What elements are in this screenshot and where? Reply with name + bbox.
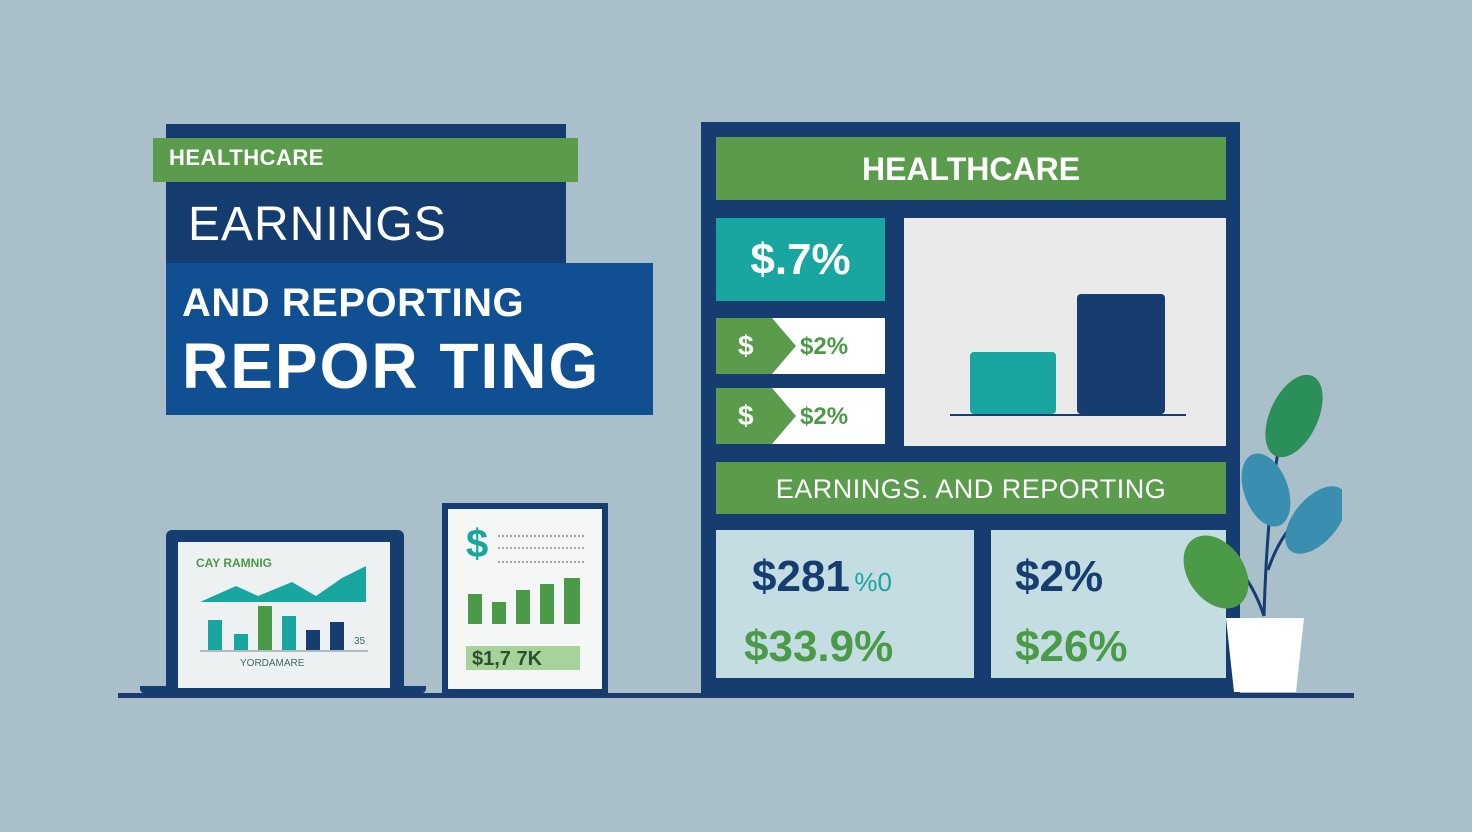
document-total: $1,7 7K (472, 648, 543, 670)
plant-leaf (1241, 453, 1291, 527)
card-value: $281 (752, 552, 850, 601)
laptop-bar (306, 630, 320, 650)
card-mark: %0 (854, 567, 892, 597)
reporting-subheading: AND REPORTING (182, 281, 525, 325)
laptop-chart (200, 566, 368, 652)
chart-bar (1077, 294, 1165, 414)
plant-leaf (1183, 535, 1249, 609)
laptop-bar (208, 620, 222, 650)
dashboard-subheader: EARNINGS. AND REPORTING (716, 462, 1226, 514)
document-total-highlight (466, 646, 580, 670)
plant-icon (1183, 374, 1342, 692)
document-bar (468, 594, 482, 624)
earnings-heading: EARNINGS (166, 182, 566, 264)
document-bar (564, 578, 580, 624)
dashboard-card: $281 %0 $33.9% (716, 530, 974, 678)
document-bar-chart (468, 578, 580, 624)
laptop-side-number: 35 (354, 636, 366, 647)
card-value: $26% (1015, 622, 1128, 671)
laptop-bar (330, 622, 344, 650)
dashboard-big-stat: $.7% (716, 218, 885, 301)
dashboard-stat-value: $2% (800, 333, 849, 360)
document-bar (516, 590, 530, 624)
reporting-heading-block: AND REPORTING REPOR TING (166, 263, 653, 415)
card-value: $2% (1015, 552, 1104, 601)
plant-pot (1226, 618, 1304, 692)
bar-chart-icon (950, 294, 1186, 416)
healthcare-tag: HEALTHCARE (153, 138, 578, 182)
laptop-footer: YORDAMARE (240, 658, 305, 669)
laptop-bar (234, 634, 248, 650)
title-tag-backing (166, 124, 566, 142)
chart-bar (970, 352, 1056, 414)
document-bar (540, 584, 554, 624)
dollar-icon: $ (716, 388, 796, 444)
laptop-chart-title: CAY RAMNIG (196, 556, 273, 570)
plant-leaf (1285, 486, 1342, 554)
reporting-main-heading: REPOR TING (182, 330, 601, 402)
card-value: $33.9% (744, 622, 894, 671)
dollar-icon: $ (716, 318, 796, 374)
dashboard-stat-row: $ $2% (716, 318, 885, 374)
shelf-line (118, 693, 1354, 698)
laptop-screen (178, 542, 390, 688)
document-bar (492, 602, 506, 624)
dashboard-stat-value: $2% (800, 403, 849, 430)
plant-leaf (1265, 374, 1323, 458)
laptop-bar (282, 616, 296, 650)
dollar-icon: $ (466, 522, 489, 566)
dashboard-header: HEALTHCARE (716, 137, 1226, 200)
document-lines (498, 535, 584, 563)
laptop-base (140, 686, 426, 693)
laptop-bar (258, 606, 272, 650)
dashboard-chart-card (904, 218, 1226, 446)
laptop-area-series (200, 566, 366, 602)
dashboard-stat-row: $ $2% (716, 388, 885, 444)
